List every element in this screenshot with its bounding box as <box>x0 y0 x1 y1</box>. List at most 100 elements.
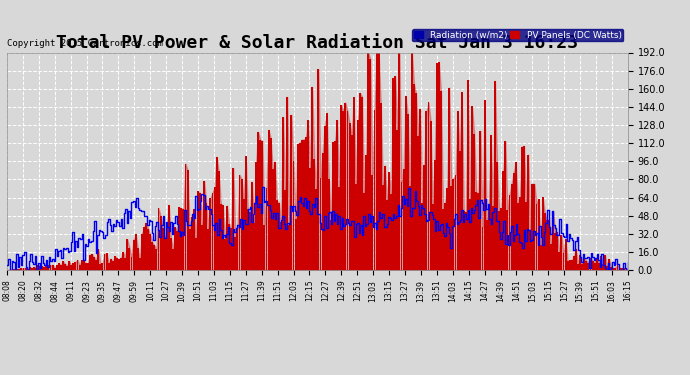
Bar <box>619 268 620 270</box>
Bar <box>147 229 149 270</box>
Bar <box>104 255 106 270</box>
Bar <box>417 136 419 270</box>
Bar <box>188 229 190 270</box>
Bar <box>212 192 213 270</box>
Bar <box>405 96 406 270</box>
Bar <box>600 256 602 270</box>
Bar <box>114 256 116 270</box>
Bar <box>284 190 286 270</box>
Bar <box>394 76 396 270</box>
Bar <box>569 260 571 270</box>
Bar <box>233 168 235 270</box>
Bar <box>224 239 226 270</box>
Bar <box>334 141 336 270</box>
Bar <box>37 265 39 270</box>
Bar <box>239 175 241 270</box>
Bar <box>432 204 433 270</box>
Bar <box>108 263 110 270</box>
Bar <box>226 206 228 270</box>
Bar <box>235 237 237 270</box>
Bar <box>446 188 448 270</box>
Bar <box>475 192 477 270</box>
Bar <box>455 174 457 270</box>
Bar <box>259 140 262 270</box>
Bar <box>531 184 533 270</box>
Bar <box>14 269 16 270</box>
Bar <box>428 102 429 270</box>
Bar <box>500 208 502 270</box>
Bar <box>60 265 62 270</box>
Bar <box>613 268 614 270</box>
Bar <box>602 264 604 270</box>
Bar <box>535 204 538 270</box>
Bar <box>106 253 108 270</box>
Bar <box>365 155 367 270</box>
Bar <box>112 261 114 270</box>
Bar <box>615 267 616 270</box>
Bar <box>268 130 270 270</box>
Bar <box>101 263 104 270</box>
Bar <box>56 266 58 270</box>
Bar <box>348 123 351 270</box>
Bar <box>303 140 305 270</box>
Bar <box>319 178 322 270</box>
Bar <box>608 260 610 270</box>
Bar <box>380 103 382 270</box>
Bar <box>562 253 564 270</box>
Bar <box>558 252 560 270</box>
Bar <box>168 206 170 270</box>
Bar <box>218 171 219 270</box>
Bar <box>438 62 440 270</box>
Bar <box>99 264 101 270</box>
Bar <box>317 69 319 270</box>
Bar <box>122 252 124 270</box>
Bar <box>299 143 301 270</box>
Bar <box>50 266 52 270</box>
Bar <box>178 207 180 270</box>
Bar <box>357 120 359 270</box>
Bar <box>496 162 498 270</box>
Bar <box>344 103 346 270</box>
Bar <box>280 222 282 270</box>
Bar <box>426 111 427 270</box>
Bar <box>332 142 334 270</box>
Bar <box>517 202 519 270</box>
Bar <box>328 179 330 270</box>
Bar <box>442 209 444 270</box>
Bar <box>488 204 490 270</box>
Bar <box>542 198 544 270</box>
Bar <box>560 235 562 270</box>
Bar <box>509 195 511 270</box>
Bar <box>33 267 35 270</box>
Bar <box>62 261 64 270</box>
Bar <box>204 181 205 270</box>
Bar <box>143 227 145 270</box>
Bar <box>461 92 463 270</box>
Bar <box>85 263 87 270</box>
Bar <box>529 230 531 270</box>
Bar <box>552 211 554 270</box>
Bar <box>538 199 540 270</box>
Bar <box>623 268 624 270</box>
Bar <box>87 263 89 270</box>
Bar <box>297 144 299 270</box>
Bar <box>494 81 496 270</box>
Bar <box>81 260 83 270</box>
Bar <box>180 208 182 270</box>
Bar <box>230 228 233 270</box>
Bar <box>307 120 309 270</box>
Bar <box>130 256 132 270</box>
Bar <box>58 263 60 270</box>
Bar <box>573 256 575 270</box>
Bar <box>342 111 344 270</box>
Bar <box>12 269 14 270</box>
Bar <box>564 240 566 270</box>
Bar <box>375 53 377 270</box>
Bar <box>124 258 126 270</box>
Bar <box>591 261 593 270</box>
Bar <box>351 135 353 270</box>
Bar <box>420 108 421 270</box>
Bar <box>566 261 569 270</box>
Bar <box>262 141 264 270</box>
Bar <box>83 261 85 270</box>
